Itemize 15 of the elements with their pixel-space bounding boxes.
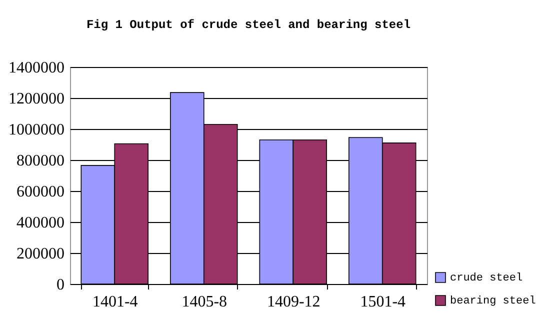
y-tick-label: 1400000	[8, 60, 64, 76]
y-tick-label: 800000	[16, 152, 64, 170]
legend-label: bearing steel	[450, 296, 536, 308]
y-tick-label: 400000	[16, 214, 64, 232]
y-tick-label: 600000	[16, 184, 64, 200]
y-tick-label: 200000	[16, 246, 64, 262]
x-tick-label: 1501-4	[360, 294, 406, 310]
x-tick-label: 1409-12	[266, 294, 320, 310]
legend-label: crude steel	[450, 272, 523, 284]
x-tick-label: 1405-8	[182, 294, 228, 310]
x-tick-label: 1401-4	[92, 294, 138, 310]
y-tick-label: 1000000	[8, 122, 64, 138]
y-tick-label: 0	[56, 276, 64, 294]
chart-title: Fig 1 Output of crude steel and bearing steel	[86, 18, 411, 32]
y-tick-label: 1200000	[8, 90, 64, 108]
